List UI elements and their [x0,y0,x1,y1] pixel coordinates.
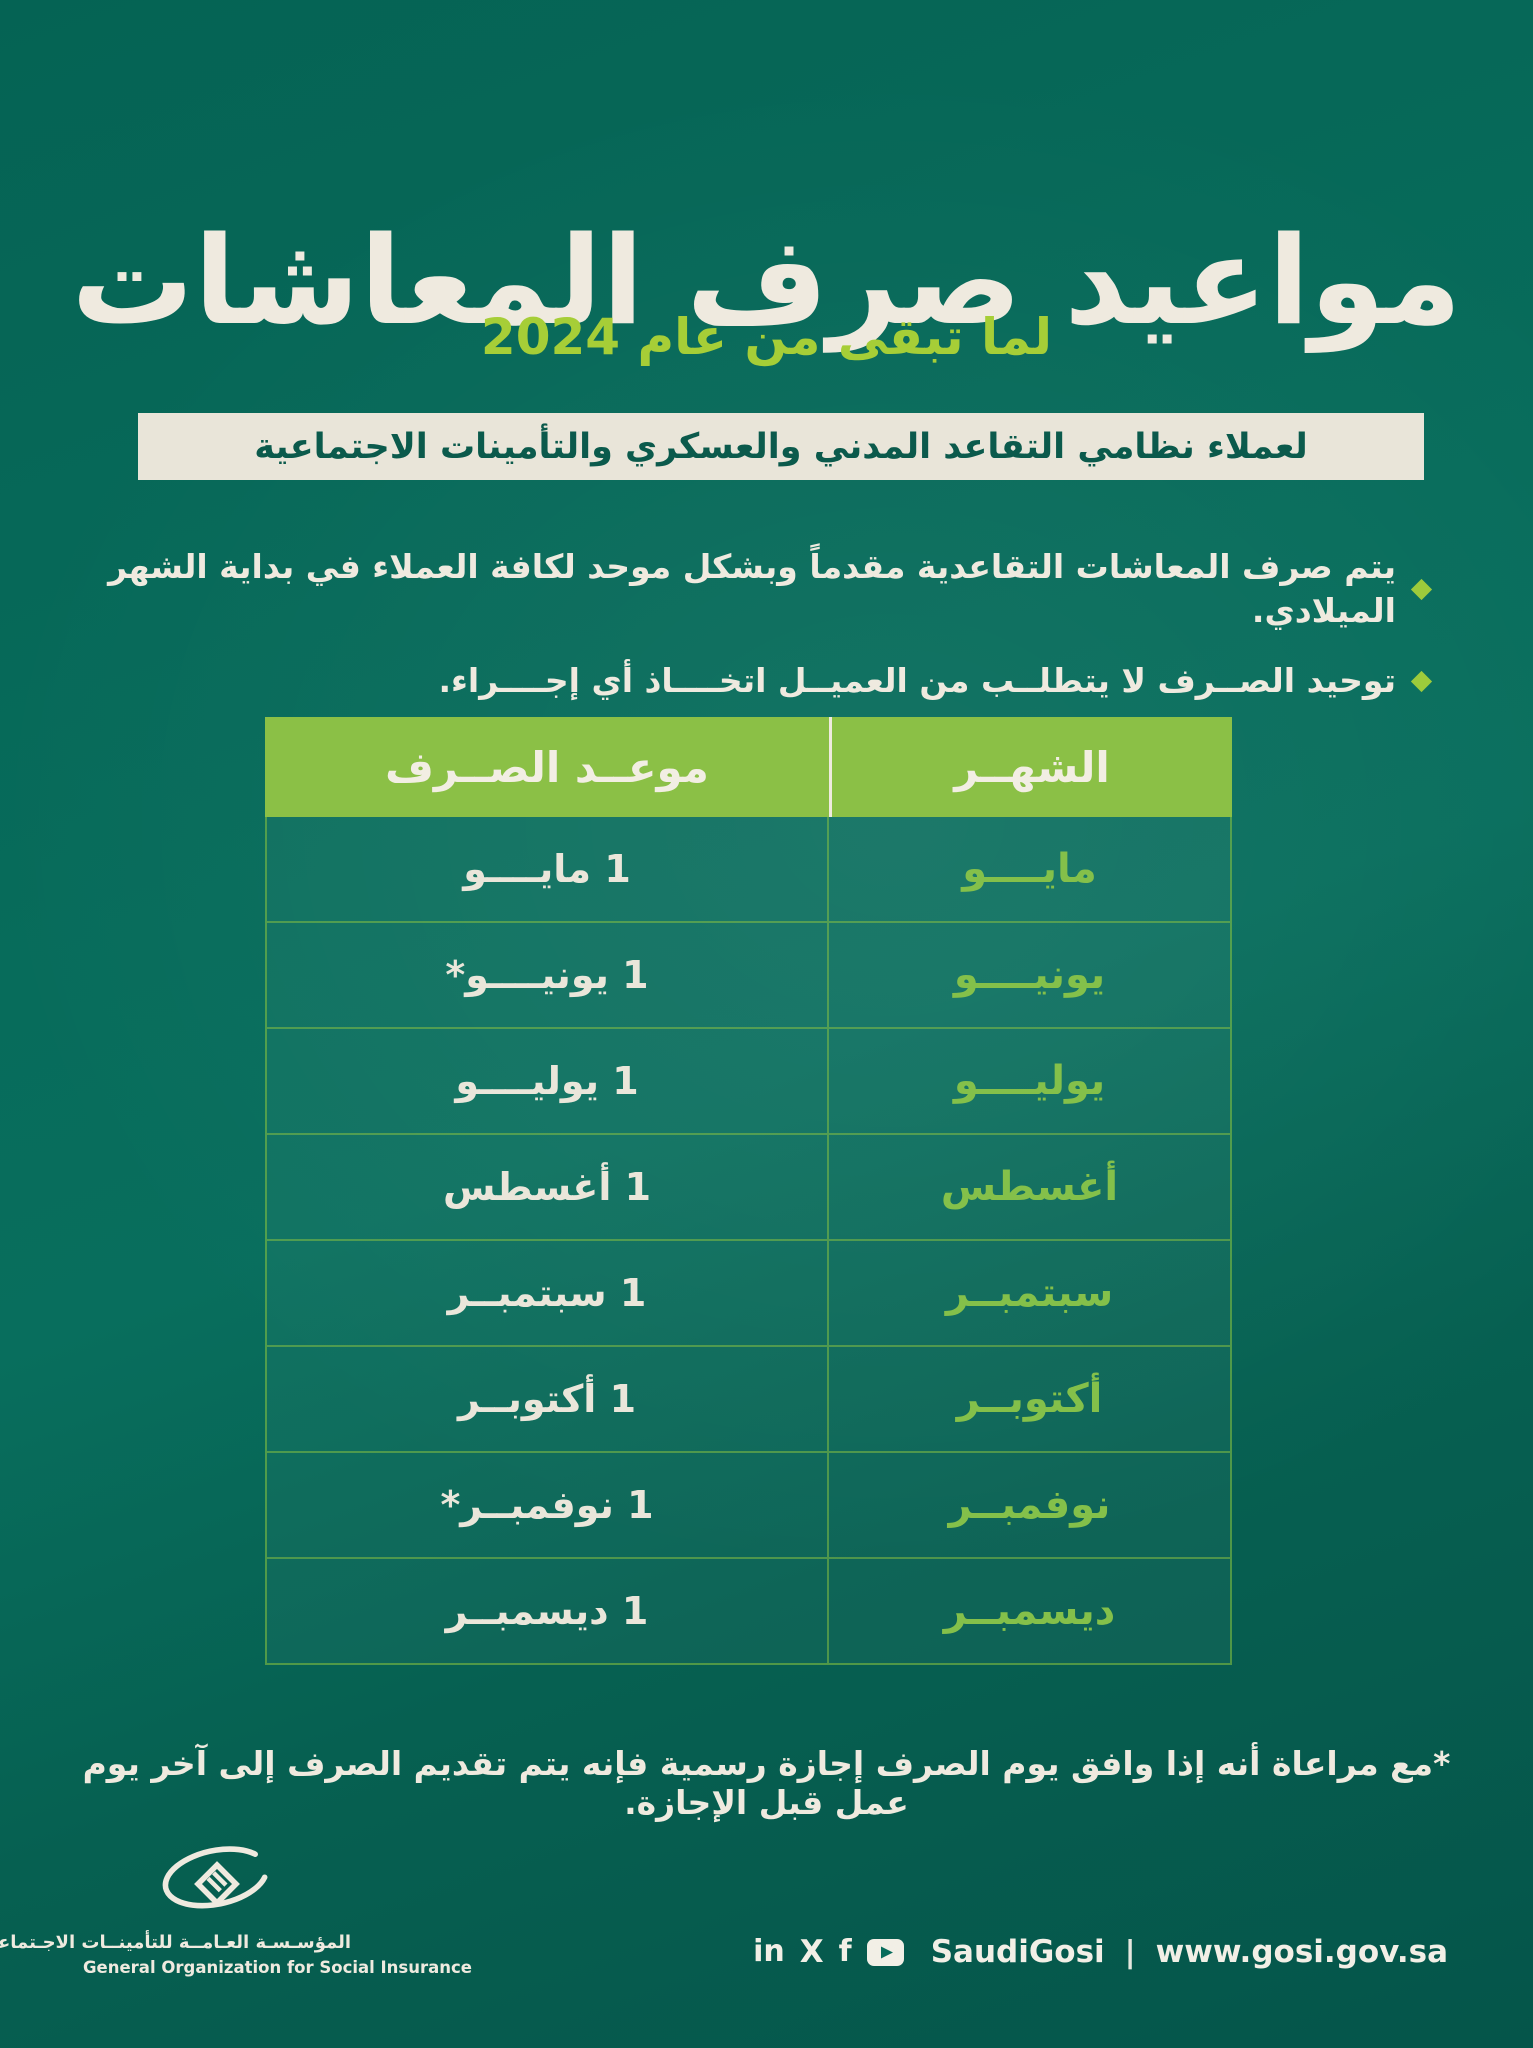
table-header: الشهــر موعــد الصــرف [265,717,1232,817]
bullet-text: يتم صرف المعاشات التقاعدية مقدماً وبشكل … [108,547,1396,630]
date-cell: 1 سبتمبــر [447,1271,647,1315]
social-handle[interactable]: SaudiGosi [930,1934,1105,1970]
org-name-english: General Organization for Social Insuranc… [83,1958,472,1977]
table-row: يوليــــو 1 يوليــــو [267,1029,1230,1135]
separator: | [1124,1934,1136,1970]
bullet-item: توحيد الصــرف لا يتطلــب من العميــل اتخ… [104,659,1433,703]
page-title: مواعيد صرف المعاشات [71,209,1462,352]
month-cell: ديسمبــر [827,1559,1230,1663]
month-cell: يوليــــو [827,1029,1230,1133]
footnote: *مع مراعاة أنه إذا وافق يوم الصرف إجازة … [82,1744,1451,1822]
social-bar: in X f SaudiGosi | www.gosi.gov.sa [753,1934,1448,1970]
date-cell: 1 يونيــــو* [445,953,649,997]
audience-banner: لعملاء نظامي التقاعد المدني والعسكري وال… [138,413,1424,480]
diamond-bullet-icon [1410,578,1433,600]
facebook-icon[interactable]: f [838,1934,852,1969]
date-cell: 1 ديسمبــر [445,1589,649,1633]
linkedin-icon[interactable]: in [753,1934,785,1969]
bullet-list: يتم صرف المعاشات التقاعدية مقدماً وبشكل … [104,545,1433,729]
website-url[interactable]: www.gosi.gov.sa [1155,1934,1448,1970]
bullet-text: توحيد الصــرف لا يتطلــب من العميــل اتخ… [438,661,1397,700]
date-cell: 1 أغسطس [442,1165,652,1209]
table-row: ديسمبــر 1 ديسمبــر [267,1559,1230,1663]
header-cell-month: الشهــر [829,717,1232,817]
table-row: يونيــــو 1 يونيــــو* [267,923,1230,1029]
audience-banner-text: لعملاء نظامي التقاعد المدني والعسكري وال… [254,426,1308,467]
table-body: مايــــو 1 مايــــو يونيــــو 1 يونيــــ… [265,817,1232,1665]
date-cell: 1 نوفمبــر* [440,1483,654,1527]
month-cell: أكتوبــر [827,1347,1230,1451]
date-cell: 1 أكتوبــر [457,1377,637,1421]
payout-table: الشهــر موعــد الصــرف مايــــو 1 مايـــ… [265,717,1232,1665]
gosi-logo-icon [83,1840,351,1932]
date-cell: 1 يوليــــو [455,1059,639,1103]
x-icon[interactable]: X [799,1934,824,1970]
table-row: نوفمبــر 1 نوفمبــر* [267,1453,1230,1559]
table-row: مايــــو 1 مايــــو [267,817,1230,923]
bullet-item: يتم صرف المعاشات التقاعدية مقدماً وبشكل … [104,545,1433,633]
youtube-icon[interactable] [866,1938,904,1966]
month-cell: يونيــــو [827,923,1230,1027]
month-cell: مايــــو [827,817,1230,921]
org-name-arabic: المؤسـسـة العـامــة للتأمينــات الاجـتما… [0,1932,351,1953]
month-cell: سبتمبــر [827,1241,1230,1345]
subtitle-year: لما تبقى من عام 2024 [480,308,1053,366]
month-cell: أغسطس [827,1135,1230,1239]
table-row: أكتوبــر 1 أكتوبــر [267,1347,1230,1453]
table-row: سبتمبــر 1 سبتمبــر [267,1241,1230,1347]
gosi-logo: المؤسـسـة العـامــة للتأمينــات الاجـتما… [0,1840,472,1977]
header-cell-payment-date: موعــد الصــرف [385,742,709,792]
date-cell: 1 مايــــو [463,847,631,891]
table-row: أغسطس 1 أغسطس [267,1135,1230,1241]
month-cell: نوفمبــر [827,1453,1230,1557]
diamond-bullet-icon [1410,670,1433,692]
